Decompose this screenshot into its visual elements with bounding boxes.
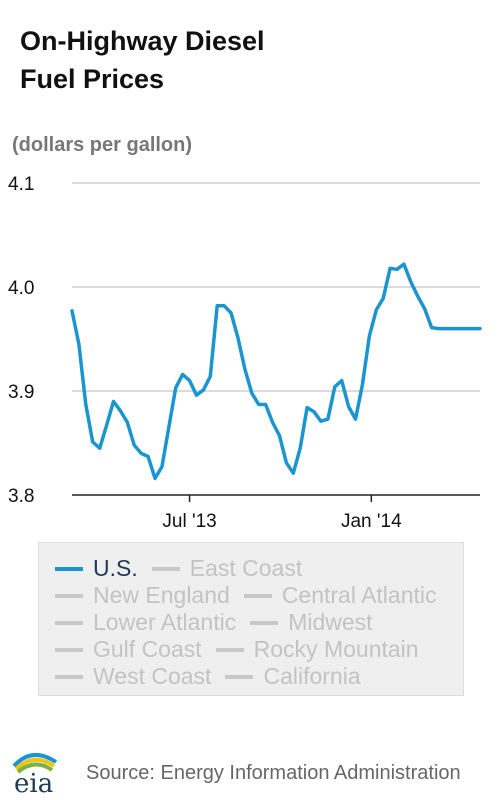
legend-item-gulf-coast[interactable]: Gulf Coast (55, 636, 202, 663)
legend-item-u-s[interactable]: U.S. (55, 555, 138, 582)
chart-title-line-1: On-Highway Diesel (20, 26, 265, 56)
legend-row: New England Central Atlantic (55, 582, 463, 609)
legend-item-east-coast[interactable]: East Coast (151, 555, 303, 582)
y-tick-label: 3.9 (8, 382, 34, 403)
legend-label: California (263, 663, 361, 689)
legend-item-lower-atlantic[interactable]: Lower Atlantic (55, 609, 236, 636)
chart-title-line-2: Fuel Prices (20, 64, 165, 94)
legend-item-california[interactable]: California (225, 663, 361, 690)
legend-swatch (55, 593, 83, 598)
legend-label: U.S. (93, 555, 138, 581)
legend-swatch (55, 674, 83, 679)
x-tick-label: Jan '14 (341, 511, 402, 532)
legend-row: Gulf Coast Rocky Mountain (55, 636, 463, 663)
legend-row: U.S. East Coast (55, 555, 463, 582)
chart-title: On-Highway Diesel Fuel Prices (20, 22, 265, 98)
y-tick-label: 4.1 (8, 174, 34, 195)
legend-label: New England (93, 582, 230, 608)
source-note: Source: Energy Information Administratio… (86, 762, 461, 784)
legend-item-new-england[interactable]: New England (55, 582, 230, 609)
legend-item-west-coast[interactable]: West Coast (55, 663, 211, 690)
series-layer (70, 262, 482, 481)
legend-swatch (151, 566, 180, 571)
legend-swatch (55, 647, 83, 652)
legend-label: Midwest (288, 609, 373, 635)
legend-swatch (243, 593, 272, 598)
legend-label: Central Atlantic (281, 582, 437, 608)
legend-swatch (250, 620, 279, 625)
svg-text:eia: eia (14, 769, 53, 796)
legend-item-rocky-mountain[interactable]: Rocky Mountain (215, 636, 419, 663)
legend-swatch (215, 647, 244, 652)
legend-label: Gulf Coast (93, 636, 202, 662)
legend-row: West Coast California (55, 663, 463, 690)
eia-logo: eia (12, 753, 58, 796)
y-tick-label: 4.0 (8, 278, 34, 299)
series-line-us (70, 262, 482, 481)
y-axis-units-label: (dollars per gallon) (12, 134, 193, 156)
legend-swatch (55, 620, 83, 625)
legend-label: East Coast (189, 555, 303, 581)
legend-item-midwest[interactable]: Midwest (250, 609, 373, 636)
y-tick-label: 3.8 (8, 486, 34, 507)
legend-row: Lower Atlantic Midwest (55, 609, 463, 636)
grid-layer (72, 182, 480, 392)
legend-item-central-atlantic[interactable]: Central Atlantic (243, 582, 437, 609)
legend-label: Rocky Mountain (253, 636, 419, 662)
legend-label: West Coast (93, 663, 212, 689)
axis-layer: 3.8 3.9 4.0 4.1 Jul '13 Jan '14 (8, 174, 480, 532)
legend-swatch (225, 674, 254, 679)
legend-swatch (55, 566, 83, 571)
line-chart: 3.8 3.9 4.0 4.1 Jul '13 Jan '14 (8, 174, 482, 532)
x-tick-label: Jul '13 (162, 511, 216, 532)
legend-label: Lower Atlantic (93, 609, 237, 635)
series-legend: U.S. East Coast New England Central Atlanti… (38, 542, 464, 696)
